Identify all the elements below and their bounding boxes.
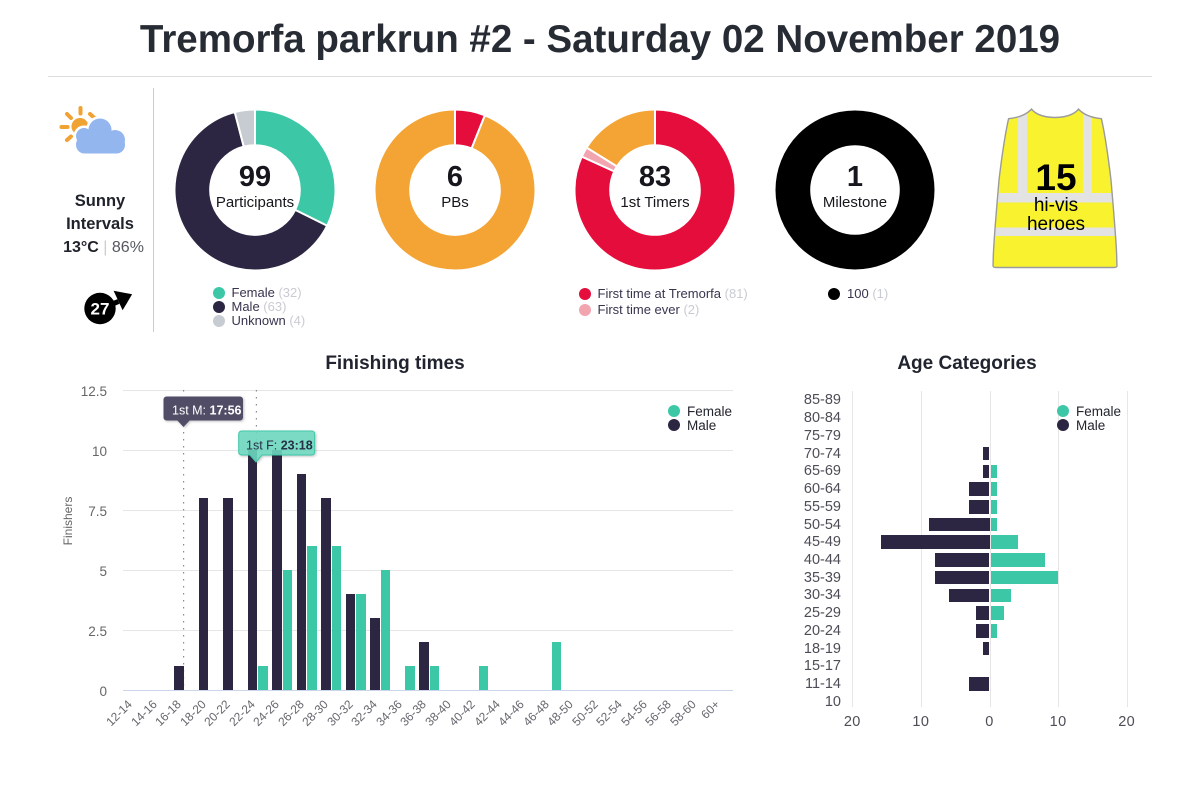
svg-text:1st M: 17:56: 1st M: 17:56 (172, 404, 242, 418)
svg-text:27: 27 (91, 300, 110, 319)
svg-text:1st F: 23:18: 1st F: 23:18 (246, 439, 313, 453)
